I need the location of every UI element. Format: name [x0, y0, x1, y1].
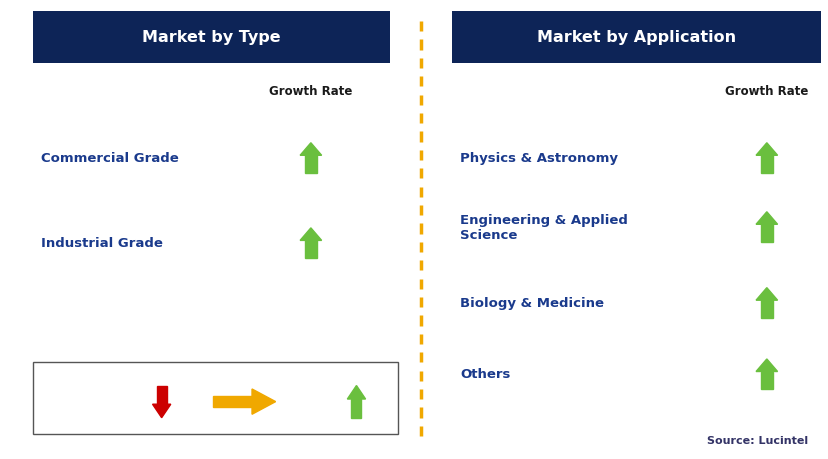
Polygon shape [755, 359, 777, 372]
Text: Others: Others [460, 368, 510, 381]
Polygon shape [156, 386, 166, 404]
Text: Biology & Medicine: Biology & Medicine [460, 297, 604, 309]
Text: <0%: <0% [128, 416, 154, 426]
Polygon shape [347, 386, 365, 399]
Polygon shape [152, 404, 171, 418]
Polygon shape [300, 229, 321, 241]
Polygon shape [760, 372, 772, 389]
Text: Growth Rate: Growth Rate [269, 85, 352, 98]
FancyBboxPatch shape [33, 363, 397, 434]
Text: Industrial Grade: Industrial Grade [41, 237, 163, 250]
Text: Engineering & Applied
Science: Engineering & Applied Science [460, 213, 628, 241]
Text: (2024-30):: (2024-30): [43, 406, 108, 416]
FancyBboxPatch shape [33, 11, 389, 64]
Text: Source: Lucintel: Source: Lucintel [706, 435, 807, 445]
Polygon shape [252, 389, 275, 414]
Text: Physics & Astronomy: Physics & Astronomy [460, 152, 618, 165]
Polygon shape [351, 399, 361, 418]
Polygon shape [760, 156, 772, 173]
Text: 0%-3%: 0%-3% [237, 416, 277, 426]
Text: >3%: >3% [322, 416, 349, 426]
Polygon shape [300, 143, 321, 156]
Polygon shape [760, 225, 772, 242]
Text: Negative: Negative [113, 376, 169, 386]
Polygon shape [214, 396, 252, 408]
FancyBboxPatch shape [451, 11, 820, 64]
Polygon shape [305, 241, 316, 258]
Text: Market by Type: Market by Type [142, 30, 281, 45]
Text: Flat: Flat [224, 376, 248, 386]
Text: Market by Application: Market by Application [536, 30, 735, 45]
Text: CAGR: CAGR [43, 381, 77, 390]
Polygon shape [755, 212, 777, 225]
Polygon shape [305, 156, 316, 173]
Polygon shape [755, 288, 777, 301]
Polygon shape [755, 143, 777, 156]
Text: Growth Rate: Growth Rate [724, 85, 807, 98]
Polygon shape [760, 301, 772, 318]
Text: Commercial Grade: Commercial Grade [41, 152, 179, 165]
Text: Growing: Growing [309, 376, 362, 386]
